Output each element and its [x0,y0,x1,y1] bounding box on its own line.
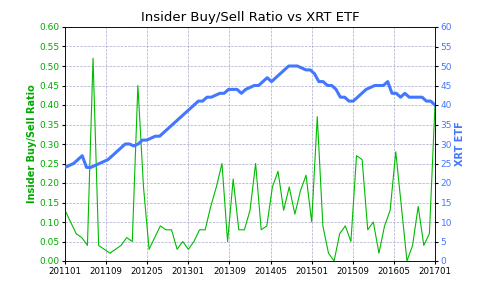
Title: Insider Buy/Sell Ratio vs XRT ETF: Insider Buy/Sell Ratio vs XRT ETF [140,11,360,24]
Y-axis label: XRT ETF: XRT ETF [455,122,465,167]
Y-axis label: Insider Buy/Sell Ratio: Insider Buy/Sell Ratio [26,85,36,203]
